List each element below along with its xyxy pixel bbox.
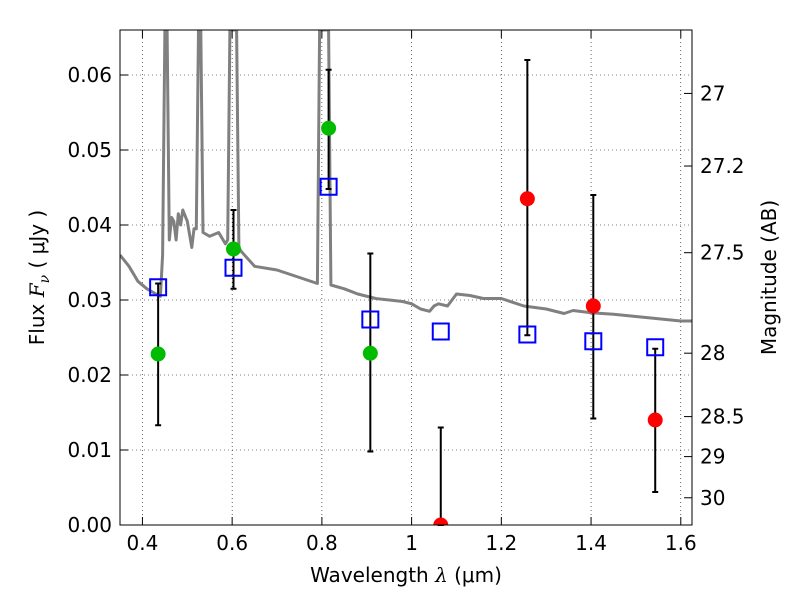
y2-axis-label: Magnitude (AB)	[757, 200, 781, 355]
y2-tick-label: 27.2	[700, 154, 745, 178]
model-band-square	[646, 338, 665, 357]
model-band-layer	[149, 177, 665, 357]
model-band-square	[361, 310, 380, 329]
x-tick-label: 1.4	[575, 531, 607, 555]
x-tick-label: 1.6	[665, 531, 697, 555]
x-axis-label: Wavelength λ (μm)	[310, 563, 502, 587]
observed-point	[433, 517, 449, 525]
model-sed-line	[120, 30, 692, 323]
y2-tick-label: 28	[700, 341, 725, 365]
y2-tick-label: 28.5	[700, 405, 745, 429]
y-axis-label: Flux Fν ( μJy )	[25, 210, 53, 345]
model-band-square	[319, 177, 338, 196]
x-tick-label: 1.2	[485, 531, 517, 555]
y-tick-label: 0.05	[67, 138, 112, 162]
observed-point	[585, 298, 601, 314]
y2-tick-label: 27	[700, 81, 725, 105]
model-band-square	[431, 322, 450, 341]
observed-layer	[150, 120, 663, 525]
model-band-square	[224, 258, 243, 277]
plot-frame	[119, 29, 693, 526]
model-band-square	[149, 278, 168, 297]
observed-point	[150, 346, 166, 362]
observed-point	[519, 191, 535, 207]
model-band-square	[584, 332, 603, 351]
x-tick-label: 0.4	[127, 531, 159, 555]
y-tick-label: 0.03	[67, 288, 112, 312]
y2-tick-label: 30	[700, 486, 725, 510]
y-tick-label: 0.04	[67, 213, 112, 237]
x-tick-label: 0.8	[306, 531, 338, 555]
tick-layer: 0.4 0.6 0.8 1 1.2 1.4 1.6 0.00 0.01 0.02 0.03 0.04 0…	[67, 30, 745, 555]
y2-tick-label: 29	[700, 445, 725, 469]
sed-layer	[120, 30, 692, 323]
observed-point	[647, 412, 663, 428]
x-tick-label: 1	[405, 531, 418, 555]
y-tick-label: 0.00	[67, 513, 112, 537]
x-tick-label: 0.6	[216, 531, 248, 555]
y-tick-label: 0.06	[67, 63, 112, 87]
y2-tick-label: 27.5	[700, 241, 745, 265]
grid-layer	[120, 30, 692, 526]
errorbar-layer	[155, 59, 659, 526]
y-tick-label: 0.01	[67, 438, 112, 462]
y-tick-label: 0.02	[67, 363, 112, 387]
observed-point	[321, 120, 337, 136]
observed-point	[226, 241, 242, 257]
observed-point	[362, 345, 378, 361]
model-band-square	[518, 325, 537, 344]
